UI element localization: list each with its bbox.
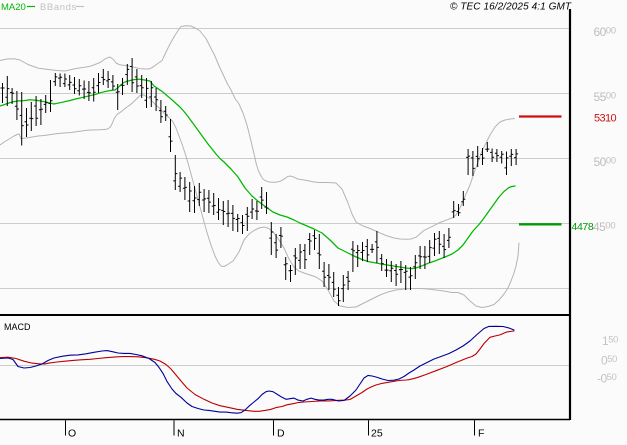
svg-text:5310: 5310 bbox=[594, 113, 617, 125]
svg-text:4478: 4478 bbox=[572, 221, 594, 233]
svg-text:© TEC 16/2/2025 4:1 GMT: © TEC 16/2/2025 4:1 GMT bbox=[450, 2, 572, 13]
svg-text:25: 25 bbox=[371, 428, 383, 440]
svg-text:F: F bbox=[478, 428, 484, 440]
svg-text:MA20: MA20 bbox=[1, 2, 26, 13]
svg-text:D: D bbox=[277, 428, 285, 440]
svg-text:N: N bbox=[177, 428, 185, 440]
svg-text:BBands: BBands bbox=[40, 2, 77, 13]
svg-text:O: O bbox=[68, 428, 76, 440]
svg-text:MACD: MACD bbox=[4, 322, 31, 332]
